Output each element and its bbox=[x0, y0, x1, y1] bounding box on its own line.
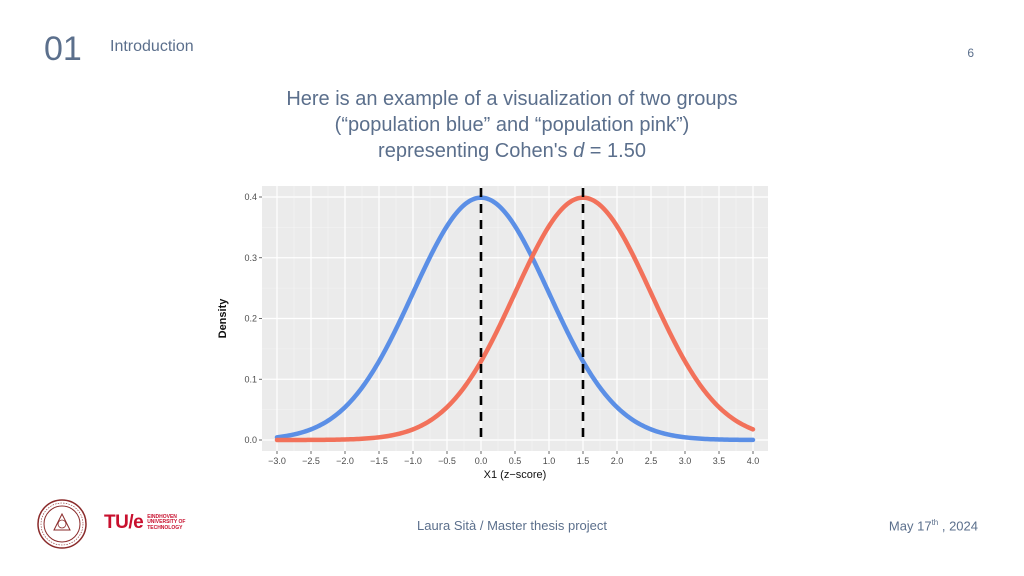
tue-wordmark-line: UNIVERSITY OF bbox=[147, 519, 186, 526]
x-tick-label: −1.5 bbox=[370, 456, 388, 466]
x-tick-label: −3.0 bbox=[268, 456, 286, 466]
y-axis-label: Density bbox=[217, 298, 229, 339]
section-title: Introduction bbox=[110, 38, 194, 55]
x-tick-label: 0.0 bbox=[475, 456, 488, 466]
footer-author: Laura Sità / Master thesis project bbox=[416, 518, 608, 533]
y-tick-label: 0.3 bbox=[244, 253, 257, 263]
headline-line-3: representing Cohen's d = 1.50 bbox=[0, 138, 1024, 164]
x-tick-label: −0.5 bbox=[438, 456, 456, 466]
tue-logo: TU/e EINDHOVEN UNIVERSITY OF TECHNOLOGY bbox=[104, 512, 185, 534]
footer-date: May 17th , 2024 bbox=[889, 518, 978, 533]
tue-wordmark-line: TECHNOLOGY bbox=[147, 524, 183, 531]
y-tick-label: 0.2 bbox=[244, 314, 257, 324]
footer-date-prefix: May 17 bbox=[888, 518, 932, 534]
density-chart: −3.0 −2.5 −2.0 −1.5 −1.0 −0.5 0.0 0.5 1.0 1.5 2.0 2… bbox=[217, 186, 768, 481]
slide-headline: Here is an example of a visualization of… bbox=[0, 86, 1024, 164]
x-tick-label: 1.5 bbox=[577, 456, 590, 466]
y-tick-label: 0.0 bbox=[244, 435, 257, 445]
series-line-pink bbox=[274, 195, 756, 443]
y-tick-label: 0.1 bbox=[244, 374, 257, 384]
headline-variable: d bbox=[573, 140, 585, 162]
x-tick-label: 2.5 bbox=[645, 456, 658, 466]
tue-wordmark-line: EINDHOVEN bbox=[147, 513, 177, 520]
x-tick-label: 3.0 bbox=[679, 456, 692, 466]
x-tick-label: −2.0 bbox=[336, 456, 354, 466]
section-number: 01 bbox=[44, 30, 82, 68]
y-tick-label: 0.4 bbox=[244, 192, 257, 202]
tue-wordmark: EINDHOVEN UNIVERSITY OF TECHNOLOGY bbox=[147, 513, 186, 532]
x-tick-label: −1.0 bbox=[404, 456, 422, 466]
series-line-blue bbox=[274, 195, 756, 443]
x-tick-label: −2.5 bbox=[302, 456, 320, 466]
x-tick-label: 1.0 bbox=[543, 456, 556, 466]
x-tick-label: 2.0 bbox=[611, 456, 624, 466]
footer-date-suffix: , 2024 bbox=[938, 518, 978, 534]
tue-mark: TU/e bbox=[104, 512, 144, 533]
x-tick-label: 0.5 bbox=[509, 456, 522, 466]
x-axis-label: X1 (z−score) bbox=[484, 469, 547, 481]
headline-line-3-prefix: representing Cohen's bbox=[378, 140, 574, 162]
page-number: 6 bbox=[967, 46, 974, 60]
headline-line-2: (“population blue” and “population pink”… bbox=[334, 114, 690, 136]
headline-line-3-suffix: = 1.50 bbox=[584, 140, 646, 162]
footer-date-sup: th bbox=[931, 518, 939, 527]
headline-line-1: Here is an example of a visualization of… bbox=[286, 88, 738, 110]
university-seal-logo bbox=[37, 499, 87, 549]
x-tick-label: 4.0 bbox=[747, 456, 760, 466]
x-tick-label: 3.5 bbox=[713, 456, 726, 466]
